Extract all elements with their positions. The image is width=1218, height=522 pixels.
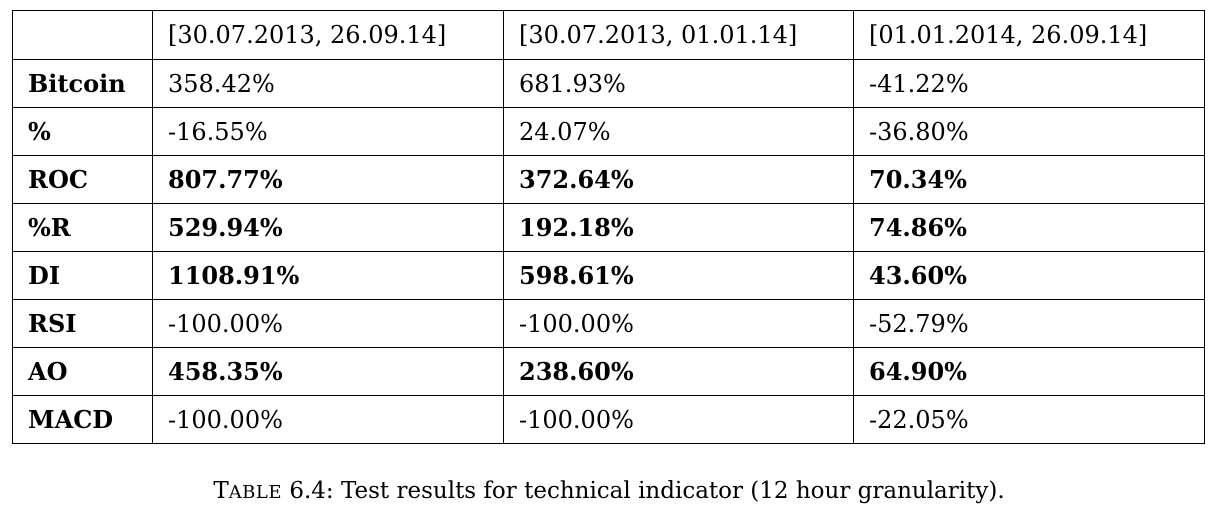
row-label-di: DI xyxy=(12,251,153,300)
table-cell: 681.93% xyxy=(503,59,854,108)
table-row: RSI -100.00% -100.00% -52.79% xyxy=(12,299,1205,348)
table-row: AO 458.35% 238.60% 64.90% xyxy=(12,347,1205,396)
table-row: MACD -100.00% -100.00% -22.05% xyxy=(12,395,1205,444)
caption-smallcaps: ABLE xyxy=(228,482,283,503)
table-cell: -16.55% xyxy=(152,107,504,156)
caption-text: 6.4: Test results for technical indicato… xyxy=(282,478,1005,504)
table-cell: 598.61% xyxy=(503,251,854,300)
table-row: DI 1108.91% 598.61% 43.60% xyxy=(12,251,1205,300)
table-cell: 64.90% xyxy=(853,347,1205,396)
table-caption: TABLE 6.4: Test results for technical in… xyxy=(0,478,1218,504)
table-cell: -100.00% xyxy=(503,395,854,444)
table-cell: 458.35% xyxy=(152,347,504,396)
table-cell: -100.00% xyxy=(152,395,504,444)
row-label-roc: ROC xyxy=(12,155,153,204)
table-cell: 24.07% xyxy=(503,107,854,156)
table-cell: -41.22% xyxy=(853,59,1205,108)
table-cell: 192.18% xyxy=(503,203,854,252)
table-cell: 358.42% xyxy=(152,59,504,108)
row-label-bitcoin: Bitcoin xyxy=(12,59,153,108)
header-cell-period-2013: [30.07.2013, 01.01.14] xyxy=(503,10,854,60)
table-cell: -100.00% xyxy=(503,299,854,348)
table-header-row: [30.07.2013, 26.09.14] [30.07.2013, 01.0… xyxy=(12,10,1205,60)
table-cell: 807.77% xyxy=(152,155,504,204)
header-cell-period-2014: [01.01.2014, 26.09.14] xyxy=(853,10,1205,60)
row-label-ao: AO xyxy=(12,347,153,396)
table-row: ROC 807.77% 372.64% 70.34% xyxy=(12,155,1205,204)
table-cell: 238.60% xyxy=(503,347,854,396)
row-label-macd: MACD xyxy=(12,395,153,444)
header-cell-empty xyxy=(12,10,153,60)
row-label-williams-r: %R xyxy=(12,203,153,252)
table-row: %R 529.94% 192.18% 74.86% xyxy=(12,203,1205,252)
table-cell: -52.79% xyxy=(853,299,1205,348)
table-cell: 372.64% xyxy=(503,155,854,204)
table-row: % -16.55% 24.07% -36.80% xyxy=(12,107,1205,156)
table-cell: -36.80% xyxy=(853,107,1205,156)
header-cell-period-full: [30.07.2013, 26.09.14] xyxy=(152,10,504,60)
table-cell: 70.34% xyxy=(853,155,1205,204)
table-cell: -100.00% xyxy=(152,299,504,348)
table-cell: 1108.91% xyxy=(152,251,504,300)
table-cell: -22.05% xyxy=(853,395,1205,444)
table-row: Bitcoin 358.42% 681.93% -41.22% xyxy=(12,59,1205,108)
table-cell: 529.94% xyxy=(152,203,504,252)
table-cell: 74.86% xyxy=(853,203,1205,252)
row-label-rsi: RSI xyxy=(12,299,153,348)
row-label-percent: % xyxy=(12,107,153,156)
results-table-container: [30.07.2013, 26.09.14] [30.07.2013, 01.0… xyxy=(12,10,1205,444)
table-cell: 43.60% xyxy=(853,251,1205,300)
caption-lead: T xyxy=(213,478,229,504)
results-table: [30.07.2013, 26.09.14] [30.07.2013, 01.0… xyxy=(12,10,1205,444)
